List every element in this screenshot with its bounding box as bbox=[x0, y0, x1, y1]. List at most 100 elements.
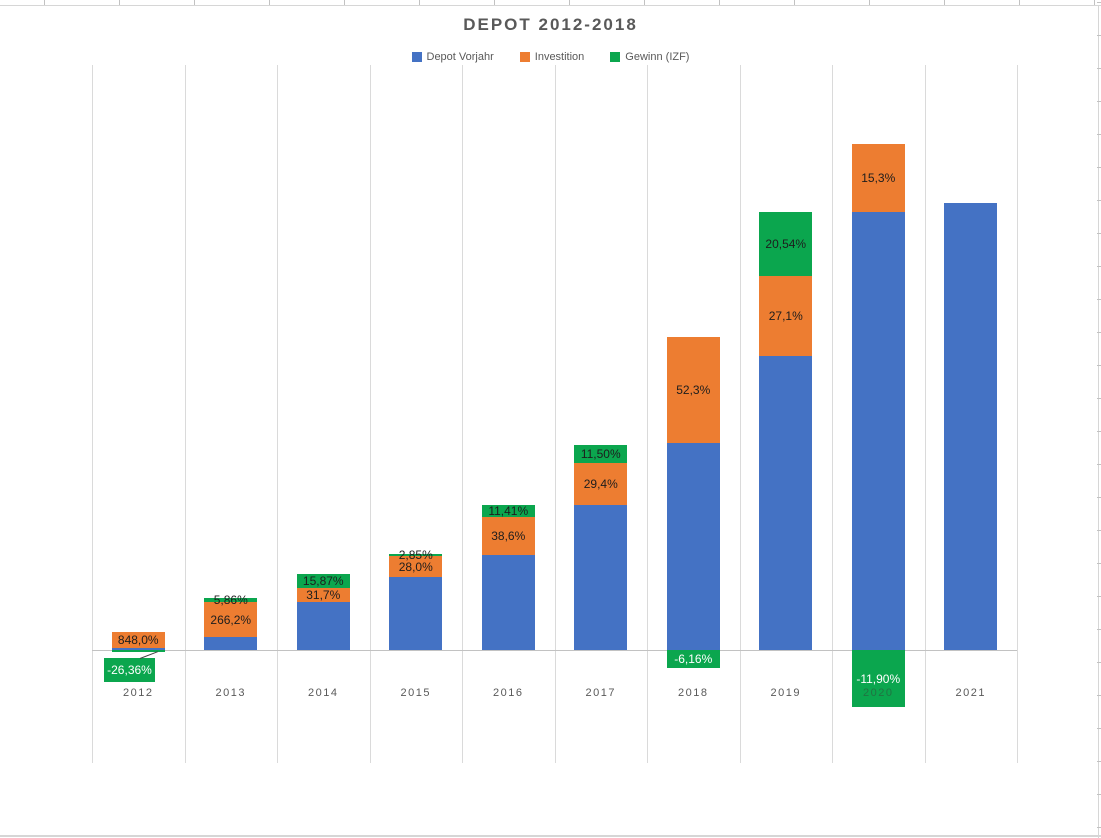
sheet-column-tick bbox=[719, 0, 720, 5]
x-axis-label-2014: 2014 bbox=[308, 687, 339, 699]
bar-segment-gewinn-izf-2013[interactable] bbox=[204, 598, 258, 602]
bar-segment-depot-vorjahr-2015[interactable] bbox=[389, 577, 443, 650]
sheet-row-tick bbox=[1097, 497, 1101, 498]
sheet-border-bottom bbox=[0, 835, 1101, 837]
sheet-border-right bbox=[1098, 5, 1099, 838]
sheet-column-tick bbox=[344, 0, 345, 5]
sheet-row-tick bbox=[1097, 695, 1101, 696]
bar-segment-depot-vorjahr-2012[interactable] bbox=[111, 648, 165, 650]
vertical-gridline bbox=[832, 65, 833, 763]
sheet-column-tick bbox=[869, 0, 870, 5]
x-axis-label-2017: 2017 bbox=[585, 687, 616, 699]
data-label-investition-2018: 52,3% bbox=[676, 383, 711, 397]
legend-swatch-investition bbox=[519, 52, 530, 62]
bar-segment-investition-2019[interactable] bbox=[759, 276, 813, 356]
bar-segment-depot-vorjahr-2016[interactable] bbox=[481, 555, 535, 650]
bar-segment-investition-2018[interactable] bbox=[666, 337, 720, 443]
sheet-row-tick bbox=[1097, 68, 1101, 69]
bar-segment-gewinn-izf-2018[interactable] bbox=[666, 650, 720, 668]
legend-swatch-gewinn-izf bbox=[610, 52, 621, 62]
data-label-investition-2012: 848,0% bbox=[117, 633, 159, 647]
x-axis-label-2015: 2015 bbox=[400, 687, 431, 699]
sheet-column-tick bbox=[794, 0, 795, 5]
bar-segment-gewinn-izf-2012[interactable] bbox=[111, 650, 165, 652]
data-label-investition-2014: 31,7% bbox=[306, 588, 341, 602]
sheet-row-tick bbox=[1097, 134, 1101, 135]
sheet-row-tick bbox=[1097, 299, 1101, 300]
legend-label-investition: Investition bbox=[534, 51, 585, 63]
sheet-row-tick bbox=[1097, 530, 1101, 531]
data-label-gewinn-izf-2018: -6,16% bbox=[674, 652, 713, 666]
data-label-investition-2017: 29,4% bbox=[583, 477, 618, 491]
sheet-column-tick bbox=[569, 0, 570, 5]
sheet-column-tick bbox=[494, 0, 495, 5]
bar-segment-gewinn-izf-2020[interactable] bbox=[851, 650, 905, 707]
legend-item-gewinn-izf[interactable]: Gewinn (IZF) bbox=[610, 51, 689, 63]
data-label-investition-2019: 27,1% bbox=[768, 309, 803, 323]
sheet-row-tick bbox=[1097, 35, 1101, 36]
vertical-gridline bbox=[369, 65, 371, 763]
bar-segment-investition-2012[interactable] bbox=[111, 632, 165, 648]
x-axis-label-2021: 2021 bbox=[955, 687, 986, 699]
bar-segment-gewinn-izf-2016[interactable] bbox=[481, 505, 535, 517]
bar-segment-depot-vorjahr-2020[interactable] bbox=[851, 212, 905, 650]
sheet-row-tick bbox=[1097, 728, 1101, 729]
bar-segment-investition-2013[interactable] bbox=[204, 602, 258, 637]
sheet-column-tick bbox=[1019, 0, 1020, 5]
sheet-row-tick bbox=[1097, 596, 1101, 597]
data-label-gewinn-izf-2015: 2,85% bbox=[398, 548, 433, 562]
bar-segment-gewinn-izf-2017[interactable] bbox=[574, 445, 628, 463]
data-label-investition-2020: 15,3% bbox=[861, 171, 896, 185]
data-label-gewinn-izf-2020: -11,90% bbox=[856, 671, 901, 686]
vertical-gridline bbox=[554, 65, 556, 763]
bar-segment-investition-2020[interactable] bbox=[851, 144, 905, 212]
data-label-gewinn-izf-2017: 11,50% bbox=[580, 447, 621, 461]
sheet-row-tick bbox=[1097, 464, 1101, 465]
data-label-gewinn-izf-2016: 11,41% bbox=[488, 504, 529, 518]
sheet-column-tick bbox=[419, 0, 420, 5]
bar-segment-gewinn-izf-2019[interactable] bbox=[759, 212, 813, 276]
bar-segment-investition-2017[interactable] bbox=[574, 463, 628, 505]
sheet-row-tick bbox=[1097, 332, 1101, 333]
data-label-gewinn-izf-2013: 5,86% bbox=[213, 593, 248, 607]
sheet-row-tick bbox=[1097, 2, 1101, 3]
legend-item-depot-vorjahr[interactable]: Depot Vorjahr bbox=[411, 51, 494, 63]
vertical-gridline bbox=[92, 65, 93, 763]
bar-segment-gewinn-izf-2014[interactable] bbox=[296, 574, 350, 588]
vertical-gridline bbox=[277, 65, 278, 763]
data-label-gewinn-izf-2014: 15,87% bbox=[302, 574, 344, 588]
sheet-row-tick bbox=[1097, 662, 1101, 663]
sheet-row-tick bbox=[1097, 266, 1101, 267]
bar-segment-investition-2015[interactable] bbox=[389, 556, 443, 577]
bar-segment-investition-2016[interactable] bbox=[481, 517, 535, 555]
bar-segment-depot-vorjahr-2018[interactable] bbox=[666, 443, 720, 650]
legend-label-depot-vorjahr: Depot Vorjahr bbox=[426, 51, 494, 63]
sheet-row-tick bbox=[1097, 629, 1101, 630]
bar-segment-gewinn-izf-2015[interactable] bbox=[389, 554, 443, 556]
bar-segment-depot-vorjahr-2014[interactable] bbox=[296, 602, 350, 650]
x-axis-label-2012: 2012 bbox=[123, 687, 154, 699]
bar-segment-depot-vorjahr-2017[interactable] bbox=[574, 505, 628, 650]
sheet-row-tick bbox=[1097, 563, 1101, 564]
bar-segment-depot-vorjahr-2013[interactable] bbox=[204, 637, 258, 650]
data-label-investition-2015: 28,0% bbox=[398, 559, 433, 574]
x-axis-label-2019: 2019 bbox=[770, 687, 801, 699]
bar-segment-depot-vorjahr-2021[interactable] bbox=[944, 203, 998, 650]
legend-swatch-depot-vorjahr bbox=[411, 52, 422, 62]
bar-segment-depot-vorjahr-2019[interactable] bbox=[759, 356, 813, 650]
legend-item-investition[interactable]: Investition bbox=[519, 51, 585, 63]
sheet-row-tick bbox=[1097, 101, 1101, 102]
bar-segment-investition-2014[interactable] bbox=[296, 588, 350, 602]
sheet-row-tick bbox=[1097, 200, 1101, 201]
vertical-gridline bbox=[184, 65, 186, 763]
vertical-gridline bbox=[1017, 65, 1018, 763]
x-axis-label-2018: 2018 bbox=[678, 687, 709, 699]
category-axis-line bbox=[92, 650, 1017, 651]
sheet-gridline-top bbox=[0, 5, 1101, 6]
sheet-column-tick bbox=[944, 0, 945, 5]
vertical-gridline bbox=[647, 65, 648, 763]
data-label-investition-2013: 266,2% bbox=[210, 612, 252, 627]
chart-title[interactable]: DEPOT 2012-2018 bbox=[463, 15, 638, 34]
vertical-gridline bbox=[462, 65, 463, 763]
